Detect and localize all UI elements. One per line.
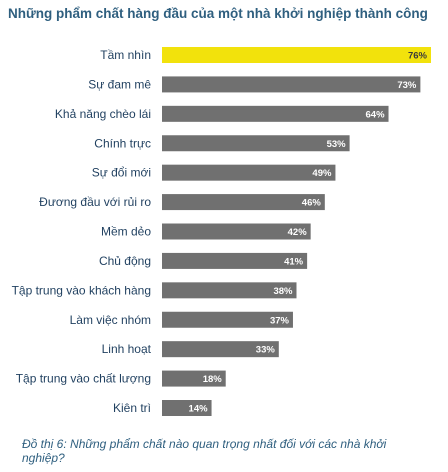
category-label: Khả năng chèo lái <box>55 107 151 121</box>
bar <box>162 370 226 387</box>
category-label: Tầm nhìn <box>100 48 151 62</box>
category-label: Đương đầu với rủi ro <box>39 195 151 209</box>
value-label: 42% <box>288 227 308 238</box>
category-label: Linh hoạt <box>102 342 152 356</box>
category-label: Tập trung vào chất lượng <box>16 372 151 386</box>
bar <box>162 252 308 269</box>
bar <box>162 194 325 211</box>
category-label: Sự đổi mới <box>92 166 151 180</box>
category-label: Kiên trì <box>113 401 151 415</box>
value-label: 38% <box>273 286 293 297</box>
category-label: Sự đam mê <box>88 77 151 91</box>
value-label: 41% <box>284 256 304 267</box>
bar <box>162 223 311 240</box>
value-label: 33% <box>256 345 276 356</box>
value-label: 76% <box>408 51 428 62</box>
bar <box>162 400 212 416</box>
bar <box>162 341 279 358</box>
category-label: Chủ động <box>99 254 151 268</box>
bar <box>162 164 336 181</box>
value-label: 53% <box>327 139 347 150</box>
bar-highlighted <box>162 47 431 63</box>
chart-title: Những phẩm chất hàng đầu của một nhà khở… <box>8 6 428 21</box>
category-label: Chính trực <box>94 136 151 150</box>
value-label: 46% <box>302 198 322 209</box>
value-label: 18% <box>203 374 223 385</box>
value-label: 37% <box>270 315 290 326</box>
bar <box>162 282 297 299</box>
bar <box>162 105 389 122</box>
category-label: Làm việc nhóm <box>70 313 151 327</box>
chart-caption: Đồ thị 6: Những phẩm chất nào quan trọng… <box>22 437 387 465</box>
category-label: Mềm dẻo <box>101 225 151 239</box>
category-label: Tập trung vào khách hàng <box>12 283 151 297</box>
value-label: 73% <box>397 80 417 91</box>
value-label: 64% <box>366 109 386 120</box>
bar <box>162 76 421 93</box>
value-label: 14% <box>189 404 209 415</box>
bar <box>162 311 293 328</box>
bar <box>162 135 350 152</box>
value-label: 49% <box>312 168 332 179</box>
